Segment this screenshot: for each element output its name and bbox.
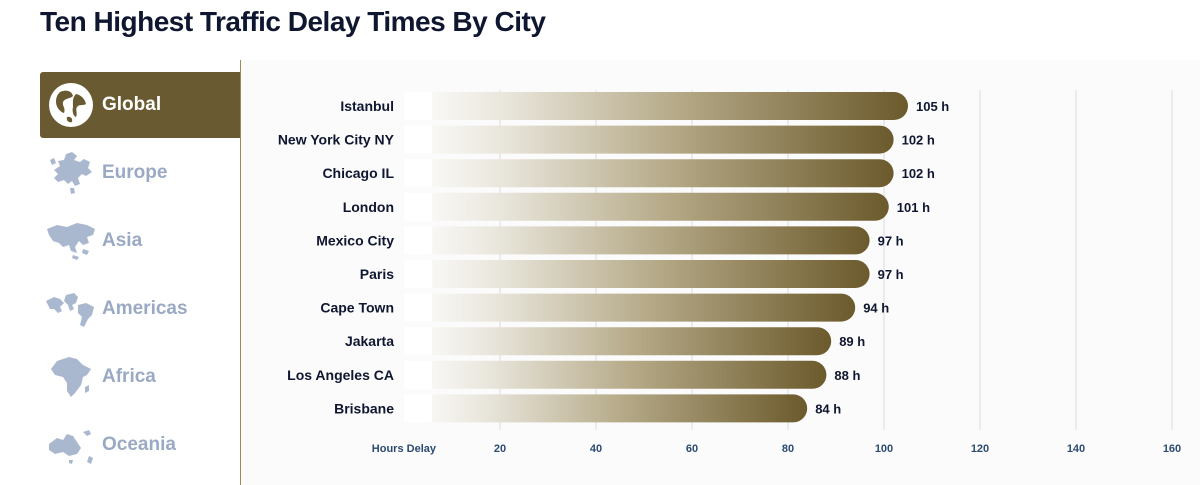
bar-start-cap	[404, 226, 432, 255]
tab-africa[interactable]: Africa	[40, 344, 240, 410]
category-label: Istanbul	[340, 98, 394, 114]
asia-map-icon	[40, 208, 102, 274]
value-label: 89 h	[839, 334, 865, 349]
bar-london	[404, 192, 889, 221]
bar-chicago-il	[404, 159, 894, 188]
bar-start-cap	[404, 260, 432, 288]
category-label: Cape Town	[320, 300, 394, 316]
value-label: 84 h	[815, 401, 841, 416]
bar-start-cap	[404, 192, 432, 221]
category-label: Mexico City	[316, 232, 394, 248]
bar-start-cap	[404, 293, 432, 322]
category-label: Los Angeles CA	[287, 367, 394, 383]
bar-start-cap	[404, 360, 432, 389]
labels: Istanbul 105 h New York City NY 102 h Chicag…	[278, 98, 949, 416]
x-tick-label: 160	[1163, 443, 1181, 455]
page-title: Ten Highest Traffic Delay Times By City	[40, 6, 546, 37]
x-tick-label: 80	[782, 443, 794, 455]
europe-map-icon	[40, 140, 102, 206]
bar-start-cap	[404, 159, 432, 188]
bar-new-york-city-ny	[404, 125, 894, 154]
x-axis: Hours Delay 20 40 60 80 100 120 140 160	[372, 443, 1181, 455]
tab-global-label: Global	[102, 94, 162, 115]
tab-africa-label: Africa	[102, 366, 156, 387]
x-tick-label: 140	[1067, 443, 1085, 455]
category-label: Chicago IL	[322, 165, 394, 181]
x-tick-label: 40	[590, 443, 602, 455]
tab-oceania-label: Oceania	[102, 434, 176, 455]
x-tick-label: 120	[971, 443, 989, 455]
bars	[404, 92, 908, 423]
region-sidebar: Global Europe Asia	[40, 72, 240, 482]
americas-map-icon	[40, 276, 102, 342]
bar-mexico-city	[404, 226, 870, 255]
bar-istanbul	[404, 92, 908, 120]
x-tick-label: 100	[875, 443, 893, 455]
bar-start-cap	[404, 125, 432, 154]
tab-oceania[interactable]: Oceania	[40, 412, 240, 478]
tab-asia[interactable]: Asia	[40, 208, 240, 274]
tab-americas[interactable]: Americas	[40, 276, 240, 342]
x-tick-label: 60	[686, 443, 698, 455]
category-label: Paris	[360, 266, 394, 282]
category-label: New York City NY	[278, 132, 395, 148]
value-label: 101 h	[897, 200, 930, 215]
bar-brisbane	[404, 394, 808, 423]
tab-europe[interactable]: Europe	[40, 140, 240, 206]
category-label: Jakarta	[345, 333, 394, 349]
value-label: 97 h	[878, 233, 904, 248]
bar-jakarta	[404, 327, 832, 356]
value-label: 105 h	[916, 99, 949, 114]
bar-cape-town	[404, 293, 856, 322]
tab-europe-label: Europe	[102, 162, 168, 183]
africa-map-icon	[40, 344, 102, 410]
tab-global[interactable]: Global	[40, 72, 240, 138]
globe-icon	[40, 72, 102, 138]
value-label: 102 h	[902, 133, 935, 148]
value-label: 88 h	[834, 368, 860, 383]
x-tick-label: 20	[494, 443, 506, 455]
bar-los-angeles-ca	[404, 360, 827, 389]
tab-asia-label: Asia	[102, 230, 143, 251]
x-axis-label: Hours Delay	[372, 443, 437, 455]
value-label: 102 h	[902, 166, 935, 181]
value-label: 97 h	[878, 267, 904, 282]
value-label: 94 h	[863, 301, 889, 316]
bar-start-cap	[404, 92, 432, 120]
bar-paris	[404, 260, 870, 288]
category-label: London	[343, 199, 394, 215]
tab-americas-label: Americas	[102, 298, 188, 319]
category-label: Brisbane	[334, 400, 394, 416]
bar-start-cap	[404, 394, 432, 423]
oceania-map-icon	[40, 412, 102, 478]
bar-start-cap	[404, 327, 432, 356]
